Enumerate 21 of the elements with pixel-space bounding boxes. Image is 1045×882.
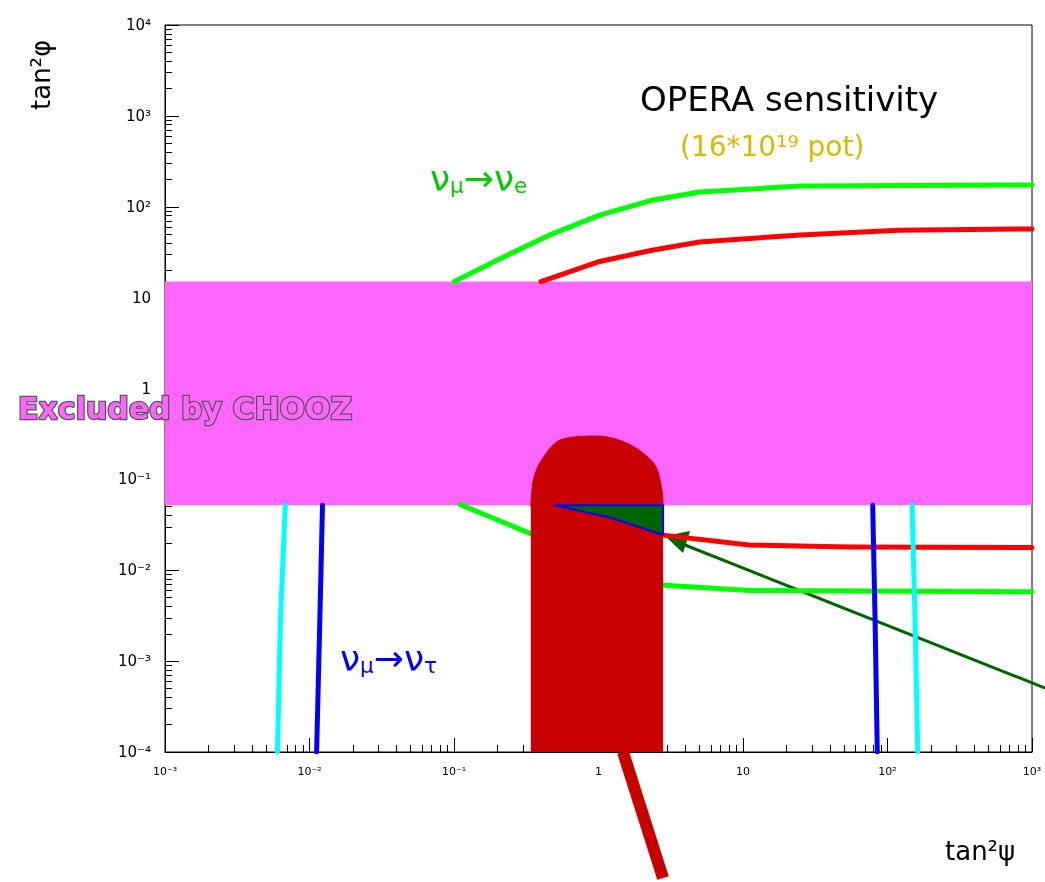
x-tick-label: 10² [878, 765, 897, 778]
x-tick-label: 10³ [1022, 765, 1042, 778]
x-tick-label: 10⁻³ [152, 765, 178, 778]
annotation: νμ→ντ [340, 637, 438, 679]
text: (16*10¹⁹ pot) [680, 129, 865, 163]
y-tick-label: 10⁻³ [117, 652, 151, 671]
x-tick-label: 10⁻² [297, 765, 322, 778]
y-tick-label: 10³ [125, 106, 151, 125]
text: OPERA sensitivity [640, 79, 939, 119]
x-tick-label: 10⁻¹ [441, 765, 467, 778]
y-tick-label: 10² [125, 197, 151, 216]
x-tick-label: 1 [595, 765, 602, 778]
y-tick-label: 10⁴ [125, 16, 151, 34]
y-tick-label: 10 [131, 288, 151, 307]
y-tick-label: 10⁻¹ [117, 470, 151, 489]
x-axis-title: tan²ψ [945, 836, 1016, 866]
annotation: νμ→νe [430, 157, 528, 199]
y-axis-title: tan²φ [26, 39, 56, 110]
y-tick-label: 10⁻² [117, 561, 151, 580]
y-tick-label: 10⁻⁴ [117, 743, 151, 761]
x-tick-label: 10 [736, 765, 750, 778]
